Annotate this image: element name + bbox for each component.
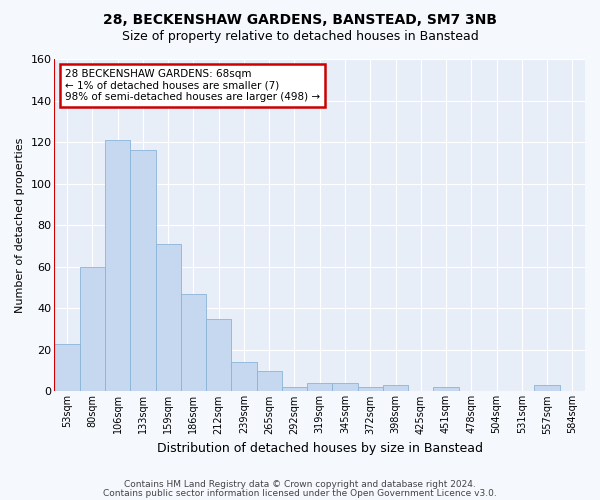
Text: Contains HM Land Registry data © Crown copyright and database right 2024.: Contains HM Land Registry data © Crown c… xyxy=(124,480,476,489)
Bar xyxy=(433,387,458,392)
Bar xyxy=(155,244,181,392)
Bar xyxy=(535,385,560,392)
Text: 28 BECKENSHAW GARDENS: 68sqm
← 1% of detached houses are smaller (7)
98% of semi: 28 BECKENSHAW GARDENS: 68sqm ← 1% of det… xyxy=(65,69,320,102)
Bar xyxy=(80,266,105,392)
Bar xyxy=(282,387,307,392)
Bar xyxy=(105,140,130,392)
X-axis label: Distribution of detached houses by size in Banstead: Distribution of detached houses by size … xyxy=(157,442,483,455)
Bar xyxy=(232,362,257,392)
Bar xyxy=(181,294,206,392)
Text: Contains public sector information licensed under the Open Government Licence v3: Contains public sector information licen… xyxy=(103,490,497,498)
Text: Size of property relative to detached houses in Banstead: Size of property relative to detached ho… xyxy=(122,30,478,43)
Y-axis label: Number of detached properties: Number of detached properties xyxy=(15,138,25,313)
Bar xyxy=(383,385,408,392)
Bar xyxy=(130,150,155,392)
Bar xyxy=(332,383,358,392)
Text: 28, BECKENSHAW GARDENS, BANSTEAD, SM7 3NB: 28, BECKENSHAW GARDENS, BANSTEAD, SM7 3N… xyxy=(103,12,497,26)
Bar xyxy=(206,318,232,392)
Bar xyxy=(55,344,80,392)
Bar xyxy=(358,387,383,392)
Bar xyxy=(307,383,332,392)
Bar xyxy=(257,370,282,392)
